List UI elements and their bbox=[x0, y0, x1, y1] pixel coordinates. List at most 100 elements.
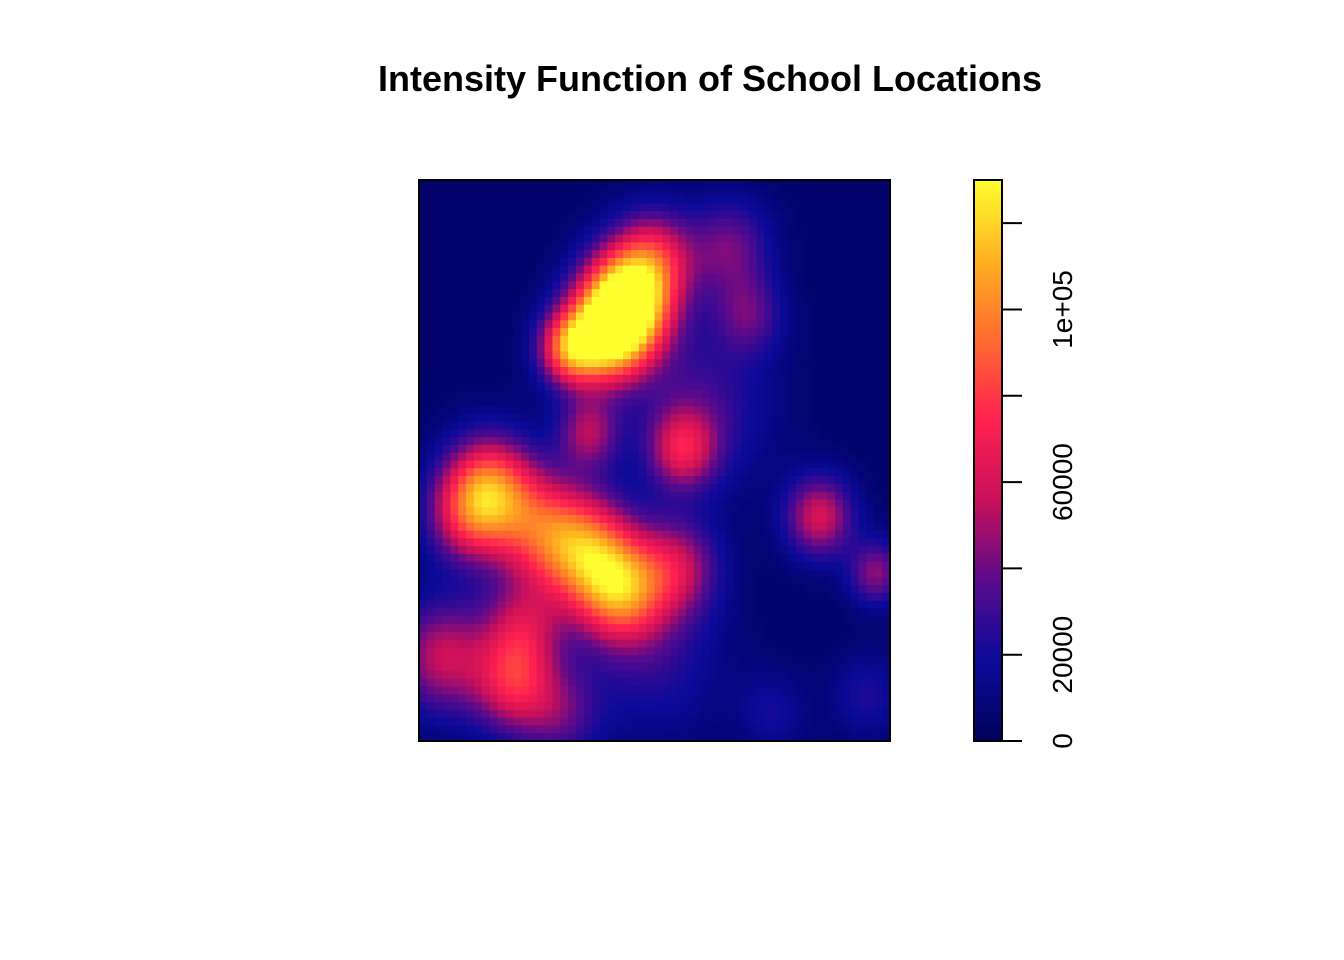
heatmap-cell bbox=[623, 569, 632, 578]
heatmap-cell bbox=[803, 639, 813, 649]
heatmap-cell bbox=[850, 585, 860, 594]
heatmap-cell bbox=[811, 351, 820, 360]
heatmap-cell bbox=[670, 733, 679, 741]
heatmap-cell bbox=[866, 421, 875, 430]
heatmap-cell bbox=[583, 507, 593, 516]
heatmap-cell bbox=[560, 218, 569, 228]
heatmap-cell bbox=[866, 296, 875, 306]
heatmap-cell bbox=[795, 273, 805, 282]
heatmap-cell bbox=[505, 515, 514, 524]
heatmap-cell bbox=[850, 577, 860, 586]
heatmap-cell bbox=[552, 600, 561, 610]
heatmap-cell bbox=[576, 554, 585, 563]
heatmap-cell bbox=[733, 702, 742, 711]
heatmap-cell bbox=[497, 195, 506, 204]
heatmap-cell bbox=[850, 374, 860, 384]
heatmap-cell bbox=[835, 733, 844, 741]
heatmap-cell bbox=[756, 265, 765, 275]
heatmap-cell bbox=[489, 312, 499, 321]
heatmap-cell bbox=[481, 663, 491, 672]
heatmap-cell bbox=[787, 499, 797, 508]
heatmap-cell bbox=[795, 554, 805, 563]
heatmap-cell bbox=[552, 733, 561, 741]
heatmap-cell bbox=[693, 538, 703, 547]
heatmap-cell bbox=[560, 203, 569, 212]
heatmap-cell bbox=[536, 592, 546, 602]
heatmap-cell bbox=[560, 670, 569, 680]
heatmap-cell bbox=[599, 678, 608, 688]
heatmap-cell bbox=[607, 195, 616, 204]
heatmap-cell bbox=[772, 733, 781, 741]
heatmap-cell bbox=[811, 569, 820, 578]
heatmap-cell bbox=[599, 670, 608, 680]
heatmap-cell bbox=[764, 312, 773, 321]
heatmap-cell bbox=[560, 234, 569, 243]
heatmap-cell bbox=[748, 577, 758, 586]
heatmap-cell bbox=[717, 203, 726, 212]
heatmap-cell bbox=[536, 647, 546, 656]
heatmap-cell bbox=[583, 242, 593, 251]
heatmap-cell bbox=[772, 328, 781, 337]
plot-frame bbox=[418, 179, 891, 742]
heatmap-cell bbox=[560, 405, 569, 415]
heatmap-cell bbox=[544, 468, 554, 477]
heatmap-cell bbox=[544, 709, 554, 719]
heatmap-cell bbox=[458, 257, 467, 267]
heatmap-cell bbox=[623, 359, 632, 368]
heatmap-cell bbox=[450, 351, 459, 360]
heatmap-cell bbox=[717, 367, 726, 376]
heatmap-cell bbox=[827, 180, 836, 189]
heatmap-cell bbox=[764, 655, 773, 664]
heatmap-cell bbox=[536, 608, 546, 617]
heatmap-cell bbox=[544, 242, 554, 251]
heatmap-cell bbox=[442, 686, 451, 695]
heatmap-cell bbox=[835, 452, 844, 462]
heatmap-cell bbox=[835, 335, 844, 345]
heatmap-cell bbox=[858, 592, 868, 602]
heatmap-cell bbox=[725, 429, 734, 438]
heatmap-cell bbox=[607, 709, 616, 719]
heatmap-cell bbox=[670, 351, 679, 360]
heatmap-cell bbox=[678, 569, 687, 578]
heatmap-cell bbox=[827, 281, 836, 290]
heatmap-cell bbox=[795, 281, 805, 290]
heatmap-cell bbox=[701, 561, 711, 571]
heatmap-cell bbox=[607, 592, 616, 602]
heatmap-cell bbox=[505, 265, 514, 275]
heatmap-cell bbox=[693, 335, 703, 345]
heatmap-cell bbox=[458, 670, 467, 680]
heatmap-cell bbox=[497, 359, 506, 368]
heatmap-cell bbox=[599, 234, 608, 243]
heatmap-cell bbox=[693, 405, 703, 415]
heatmap-cell bbox=[662, 608, 671, 617]
heatmap-cell bbox=[850, 468, 860, 477]
heatmap-cell bbox=[772, 374, 781, 384]
heatmap-cell bbox=[623, 608, 632, 617]
heatmap-cell bbox=[827, 359, 836, 368]
heatmap-cell bbox=[866, 639, 875, 649]
heatmap-cell bbox=[662, 296, 671, 306]
heatmap-cell bbox=[599, 577, 608, 586]
heatmap-cell bbox=[591, 444, 601, 454]
heatmap-cell bbox=[811, 203, 820, 212]
heatmap-cell bbox=[497, 234, 506, 243]
heatmap-cell bbox=[701, 577, 711, 586]
heatmap-cell bbox=[733, 203, 742, 212]
heatmap-cell bbox=[662, 437, 671, 446]
heatmap-cell bbox=[607, 546, 616, 555]
heatmap-cell bbox=[866, 242, 875, 251]
heatmap-cell bbox=[819, 577, 828, 586]
heatmap-cell bbox=[701, 359, 711, 368]
heatmap-cell bbox=[450, 639, 459, 649]
heatmap-cell bbox=[866, 413, 875, 423]
heatmap-cell bbox=[544, 522, 554, 532]
heatmap-cell bbox=[819, 180, 828, 189]
heatmap-cell bbox=[419, 709, 428, 719]
heatmap-cell bbox=[505, 616, 514, 625]
heatmap-cell bbox=[638, 226, 648, 236]
heatmap-cell bbox=[835, 421, 844, 430]
heatmap-cell bbox=[685, 600, 695, 610]
heatmap-cell bbox=[528, 281, 538, 290]
heatmap-cell bbox=[819, 624, 828, 633]
heatmap-cell bbox=[521, 265, 530, 275]
